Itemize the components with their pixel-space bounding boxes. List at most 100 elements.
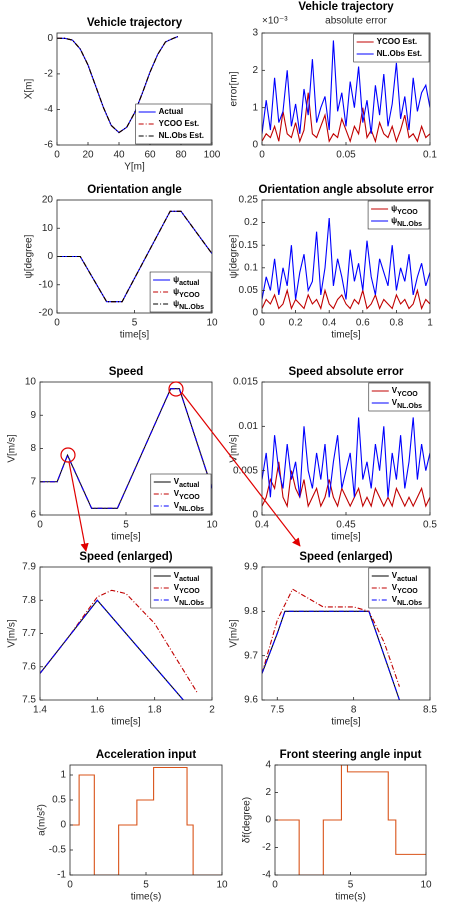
chart-panel: 0 5 10678910Speedtime[s]V[m/s]VactualVYCOO… — [7, 366, 218, 543]
y-tick-label: 8 — [30, 443, 36, 454]
legend-subscript: YCOO — [179, 494, 200, 501]
y-tick-label: -20 — [39, 308, 54, 319]
legend-box — [135, 103, 212, 145]
series-line — [262, 92, 430, 144]
y-axis-label: V[m/s] — [7, 434, 18, 463]
legend-label: Vactual — [174, 571, 200, 583]
x-tick-label: 100 — [204, 150, 221, 161]
legend: YCOO Est. NL.Obs Est. — [353, 33, 430, 63]
y-tick-label: 0.15 — [239, 240, 259, 251]
y-axis-label: ψ[degree] — [229, 234, 240, 278]
legend-label: VNL.Obs — [174, 501, 204, 513]
legend-subscript: NL.Obs — [179, 304, 204, 311]
chart-panel: 0 0.2 0.4 0.6 0.8 1 0 0.05 0.1 0.15 0.2 0.25Orienta… — [229, 184, 434, 341]
plot-lines — [57, 210, 212, 303]
y-tick-label: 2 — [252, 65, 258, 76]
series-line — [262, 218, 430, 300]
plot-lines — [262, 40, 430, 144]
y-tick-label: 7.6 — [22, 661, 36, 672]
series-line — [262, 417, 430, 498]
x-tick-label: 8 — [351, 705, 357, 716]
legend-label: NL.Obs Est. — [159, 131, 204, 140]
y-tick-label: 10 — [25, 377, 37, 388]
chart-panel: 0 5 10 -20 -10 0 10 20 Orientation angle time[s] ψ… — [24, 184, 218, 341]
y-tick-label: 2 — [265, 787, 271, 798]
y-tick-label: 0 — [252, 510, 258, 521]
chart-panel: 0 5 10 -1 -0.5 0 0.5 1 Acceleration input time(s)… — [37, 749, 228, 903]
legend-label: VNL.Obs — [392, 398, 422, 410]
x-tick-label: 8.5 — [423, 705, 437, 716]
x-tick-label: 0.4 — [255, 520, 269, 531]
legend-subscript: NL.Obs — [397, 600, 422, 607]
y-tick-label: -2 — [262, 842, 271, 853]
y-tick-label: 0.25 — [239, 195, 259, 206]
chart-panel: 0 20 40 60 80 100 -6 -4 -2 0 Vehicle trajectory Y[m… — [24, 17, 221, 173]
y-tick-label: 0 — [60, 820, 66, 831]
chart-panel: 7.5 8 8.5 9.6 9.7 9.8 9.9 Speed (enlarged) time[… — [229, 551, 438, 728]
x-tick-label: 1.8 — [148, 705, 162, 716]
y-tick-label: 9.7 — [244, 650, 258, 661]
x-tick-label: 0.4 — [322, 318, 336, 329]
y-axis-label: X[m] — [24, 79, 35, 100]
chart-panel: 1.4 1.6 1.8 2 7.5 7.6 7.7 7.8 7.9 Speed (enlarged… — [7, 551, 216, 728]
x-axis-label: time[s] — [111, 717, 141, 728]
plot-lines — [262, 218, 430, 311]
plot-lines — [262, 588, 400, 700]
y-axis-label: δf(degree) — [242, 797, 253, 843]
chart-title: Vehicle trajectory — [298, 1, 394, 13]
y-tick-label: 3 — [252, 28, 258, 39]
legend-label: VYCOO — [392, 583, 419, 595]
y-axis-label: a(m/s²) — [37, 804, 48, 836]
legend-label: ψNL.Obs — [391, 216, 422, 228]
axes-box — [261, 199, 431, 314]
y-tick-label: 0 — [265, 815, 271, 826]
series-line — [262, 40, 430, 134]
legend-label: VYCOO — [174, 489, 201, 501]
chart-title: Speed — [109, 366, 144, 378]
legend-name: ψ — [391, 216, 397, 225]
legend-name: Actual — [159, 107, 183, 116]
chart-panel: 0 0.05 0.1 0 1 2 3 Vehicle trajectory absolute e… — [229, 1, 438, 161]
legend-subscript: NL.Obs — [397, 221, 422, 228]
legend-subscript: YCOO — [397, 209, 418, 216]
legend-name: ψ — [173, 287, 179, 296]
x-tick-label: 5 — [348, 880, 354, 891]
y-tick-label: 7.5 — [22, 695, 36, 706]
legend-name: V — [392, 595, 398, 604]
axes-box — [261, 566, 431, 701]
y-tick-label: 0 — [47, 33, 53, 44]
legend-subscript: YCOO — [397, 588, 418, 595]
y-tick-label: -6 — [44, 140, 53, 151]
legend-name: V — [392, 571, 398, 580]
x-tick-label: 10 — [206, 520, 218, 531]
plot-area — [275, 765, 426, 875]
y-tick-label: 0.2 — [244, 217, 258, 228]
x-tick-label: 0 — [272, 880, 278, 891]
x-tick-label: 0 — [54, 318, 60, 329]
legend-label: ψYCOO — [391, 204, 418, 216]
y-tick-label: -2 — [44, 69, 53, 80]
legend-name: ψ — [173, 299, 179, 308]
y-tick-label: -10 — [39, 279, 54, 290]
y-tick-label: 0 — [47, 251, 53, 262]
chart-title: Speed (enlarged) — [79, 551, 172, 563]
x-tick-label: 10 — [206, 318, 218, 329]
chart-subtitle: absolute error — [325, 16, 387, 27]
x-tick-label: 1.4 — [33, 705, 47, 716]
zoom-arrow — [68, 461, 89, 552]
legend-label: VNL.Obs — [392, 595, 422, 607]
x-axis-label: time(s) — [131, 892, 162, 903]
x-tick-label: 60 — [144, 150, 156, 161]
legend-name: V — [174, 571, 180, 580]
series-line — [275, 765, 426, 875]
legend-name: YCOO Est. — [159, 119, 199, 128]
legend-name: V — [174, 501, 180, 510]
x-tick-label: 1 — [427, 318, 433, 329]
x-axis-label: time[s] — [331, 717, 361, 728]
plot-lines — [40, 589, 199, 700]
zoom-annotations — [60, 381, 301, 552]
legend-label: ψNL.Obs — [173, 299, 204, 311]
